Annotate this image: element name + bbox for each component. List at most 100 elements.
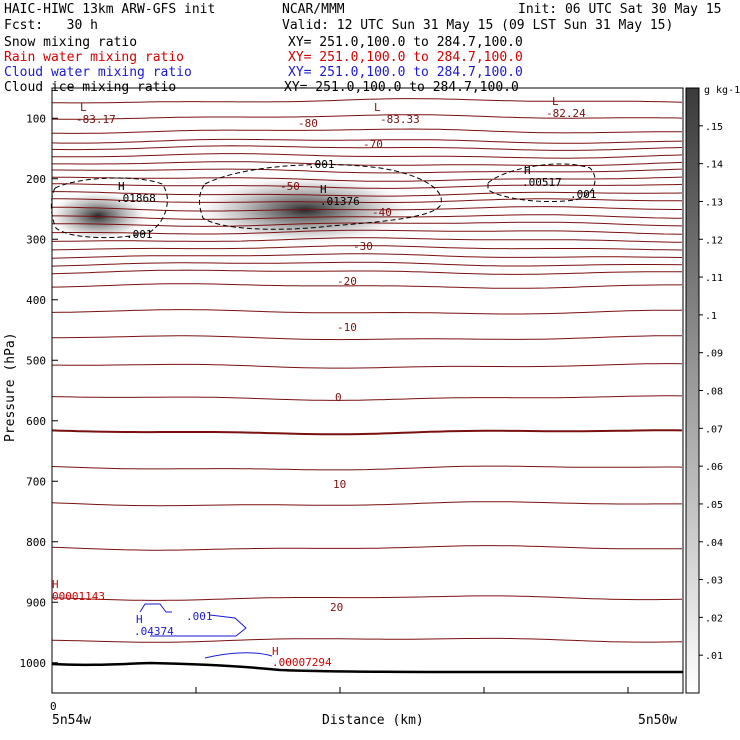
- high-value: .00007294: [272, 656, 332, 669]
- ice-contour-east: [487, 163, 596, 202]
- temperature-contour: [52, 168, 683, 174]
- colorbar-tick-label: .13: [705, 197, 723, 208]
- temperature-contour: [51, 465, 683, 471]
- ice-contour-label: .001: [308, 158, 335, 171]
- temperature-labels: -80 -70 -50 -40 -30 -20 -10 0 10 20: [280, 117, 392, 614]
- high-marker: H: [136, 613, 143, 626]
- colorbar-tick-label: .11: [705, 273, 723, 284]
- colorbar-tick-label: .05: [705, 500, 723, 511]
- temp-label: -40: [372, 206, 392, 219]
- plot-frame: [51, 87, 684, 694]
- high-marker: H: [272, 645, 279, 658]
- cloud-water-contours: [139, 603, 247, 637]
- field-xy-cloud-water: XY= 251.0,100.0 to 284.7,100.0: [288, 65, 523, 80]
- snow-blob-west: [46, 190, 150, 242]
- temperature-contour: [51, 237, 683, 243]
- colorbar-tick-label: .06: [705, 462, 723, 473]
- temperature-contour: [51, 429, 683, 436]
- temperature-contour: [51, 98, 683, 104]
- y-tick-label: 500: [26, 354, 46, 367]
- temperature-contour: [51, 283, 682, 289]
- field-name-rain: Rain water mixing ratio: [4, 50, 185, 65]
- high-marker: H: [524, 164, 531, 177]
- init-time: Init: 06 UTC Sat 30 May 15: [518, 2, 722, 17]
- y-axis-label: Pressure (hPa): [3, 332, 18, 442]
- colorbar-tick-label: .14: [705, 160, 723, 171]
- y-tick-label: 100: [26, 112, 46, 125]
- x-axis-label: Distance (km): [322, 713, 424, 728]
- low-value: -82.24: [546, 107, 586, 120]
- forecast-hour: Fcst: 30 h: [4, 18, 98, 33]
- temp-label: 20: [330, 601, 343, 614]
- colorbar-tick-label: .15: [705, 122, 723, 133]
- field-xy-rain: XY= 251.0,100.0 to 284.7,100.0: [288, 50, 523, 65]
- ice-contour-label: .001: [126, 228, 153, 241]
- temperature-contour: [51, 637, 683, 643]
- colorbar-ticks: .01 .02 .03 .04 .05 .06 .07 .08 .09 .1 .11 .12 .13 .1…: [699, 122, 723, 662]
- temperature-contour: [51, 153, 683, 159]
- temperature-contour: [51, 269, 682, 275]
- temperature-contour: [51, 145, 683, 151]
- terrain-line: [51, 661, 683, 674]
- rain-contour: [204, 652, 273, 659]
- temp-label: -50: [280, 180, 300, 193]
- field-name-cloud-water: Cloud water mixing ratio: [4, 65, 192, 80]
- colorbar-tick-label: .1: [705, 311, 717, 322]
- ice-contour-west: [50, 177, 168, 239]
- y-tick-label: 400: [26, 294, 46, 307]
- low-marker: L: [374, 101, 381, 114]
- temperature-contour: [51, 595, 683, 601]
- cloud-water-contour: [139, 603, 247, 637]
- y-tick-label: 700: [26, 475, 46, 488]
- temperature-contour: [51, 309, 682, 315]
- temperature-contour: [51, 253, 683, 259]
- colorbar-tick-label: .08: [705, 387, 723, 398]
- high-value: .00517: [522, 176, 562, 189]
- temperature-contour: [52, 335, 683, 341]
- contour-value-labels: .001 .001 .001 .001: [126, 158, 597, 623]
- y-tick-label: 900: [26, 596, 46, 609]
- colorbar-unit: g kg-1: [704, 85, 740, 96]
- temp-label: 10: [333, 478, 346, 491]
- high-marker: H: [320, 183, 327, 196]
- temperature-contour: [51, 114, 683, 120]
- temperature-contour: [51, 545, 682, 551]
- temp-label: -80: [298, 117, 318, 130]
- y-tick-label: 800: [26, 536, 46, 549]
- high-value: .04374: [134, 625, 174, 638]
- y-tick-label: 200: [26, 173, 46, 186]
- temperature-contour: [52, 214, 683, 220]
- colorbar: .01 .02 .03 .04 .05 .06 .07 .08 .09 .1 .11 .12 .13 .1…: [685, 85, 740, 694]
- org-label: NCAR/MMM: [282, 2, 345, 17]
- y-tick-label: 600: [26, 415, 46, 428]
- temp-label: -30: [353, 240, 373, 253]
- x-left-endpoint: 5n54w: [52, 713, 91, 728]
- field-xy-snow: XY= 251.0,100.0 to 284.7,100.0: [288, 35, 523, 50]
- high-marker: H: [118, 180, 125, 193]
- distance-axis: 0 5n54w 5n50w Distance (km): [50, 687, 677, 728]
- temp-label: 0: [335, 391, 342, 404]
- high-value: .01868: [116, 192, 156, 205]
- cloud-ice-contours: [50, 163, 596, 239]
- temp-label: -10: [337, 321, 357, 334]
- temp-label: -20: [337, 275, 357, 288]
- temperature-contour: [52, 176, 683, 182]
- model-title: HAIC-HIWC 13km ARW-GFS init: [4, 2, 216, 17]
- low-value: -83.33: [380, 113, 420, 126]
- temperature-contour: [51, 501, 682, 507]
- colorbar-tick-label: .09: [705, 349, 723, 360]
- temperature-contour: [52, 229, 683, 235]
- high-marker: H: [52, 578, 59, 591]
- y-tick-label: 300: [26, 233, 46, 246]
- temperature-contour: [51, 128, 682, 134]
- colorbar-gradient: [685, 87, 700, 694]
- temperature-contour: [51, 395, 683, 401]
- y-tick-label: 1000: [20, 657, 47, 670]
- colorbar-tick-label: .04: [705, 538, 723, 549]
- low-marker: L: [552, 95, 559, 108]
- pressure-axis: 100 200 300 400 500 600 700 800 900 1000: [20, 112, 58, 670]
- temperature-contours: [51, 98, 683, 643]
- high-value: 00001143: [52, 590, 105, 603]
- valid-time: Valid: 12 UTC Sun 31 May 15 (09 LST Sun …: [282, 18, 674, 33]
